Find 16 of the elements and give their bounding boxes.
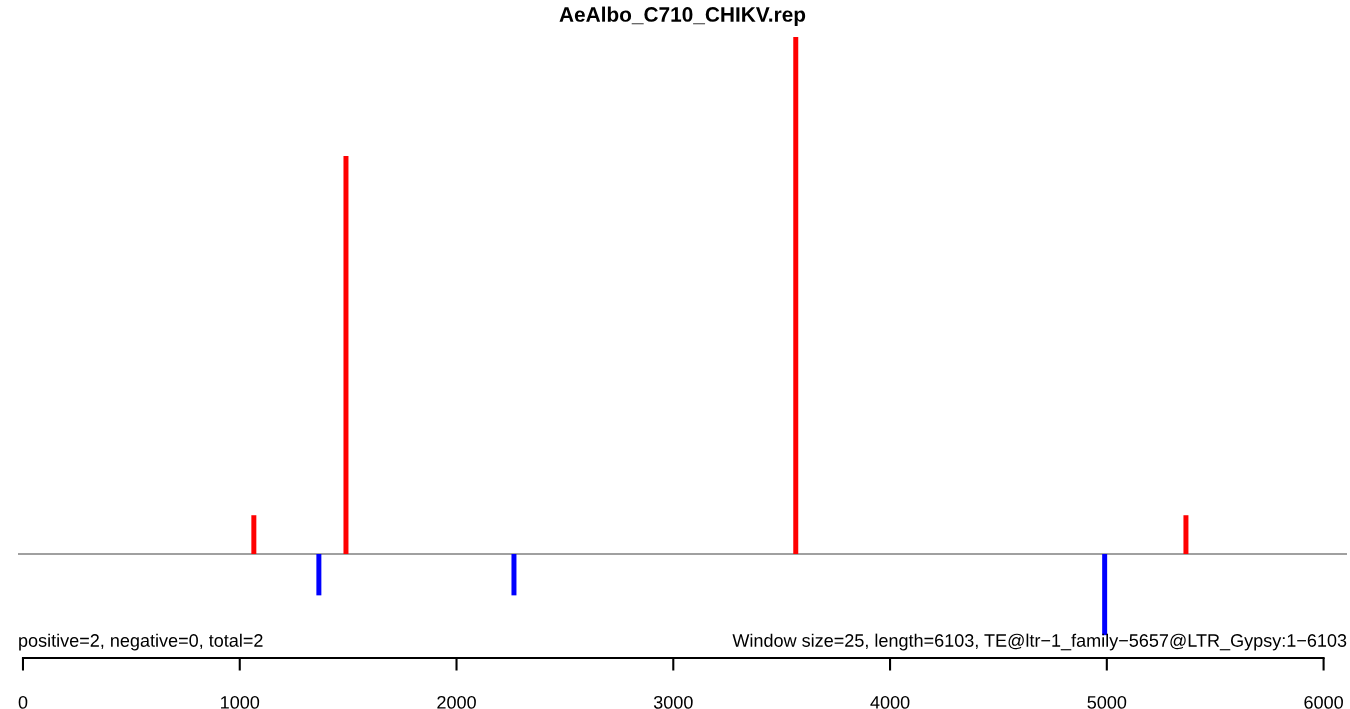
x-tick-label: 1000 bbox=[221, 695, 260, 709]
annotation: Window size=25, length=6103, TE@ltr−1_family−5657@LTR_Gypsy:1−6103 bbox=[732, 633, 1347, 651]
x-tick-label: 4000 bbox=[870, 695, 910, 709]
x-tick-label: 3000 bbox=[653, 695, 693, 709]
bar bbox=[793, 37, 799, 554]
bar bbox=[1183, 515, 1189, 554]
bar bbox=[251, 515, 257, 554]
chart-title: AeAlbo_C710_CHIKV.rep bbox=[559, 6, 806, 26]
x-tick-label: 6000 bbox=[1304, 695, 1343, 709]
bar bbox=[511, 554, 517, 596]
x-tick-label: 5000 bbox=[1087, 695, 1127, 709]
annotation: positive=2, negative=0, total=2 bbox=[19, 633, 263, 651]
bar bbox=[343, 155, 349, 554]
bar bbox=[316, 554, 322, 596]
x-tick-label: 2000 bbox=[437, 695, 476, 709]
x-tick-label: 0 bbox=[18, 695, 28, 709]
